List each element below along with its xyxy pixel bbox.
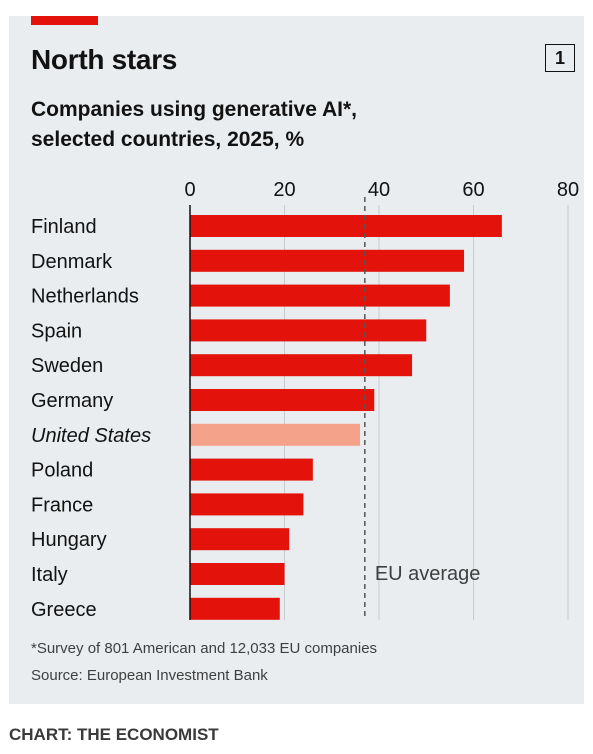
category-label: Germany	[31, 390, 113, 412]
category-label: Netherlands	[31, 286, 139, 308]
bar	[190, 528, 290, 551]
x-tick-label: 40	[368, 179, 390, 201]
category-label: France	[31, 494, 93, 516]
category-label: United States	[31, 425, 151, 447]
category-label: Finland	[31, 216, 97, 238]
chart-subtitle: Companies using generative AI*, selected…	[31, 98, 357, 151]
bar	[190, 493, 304, 516]
bar	[190, 319, 427, 342]
reference-line-label: EU average	[375, 563, 481, 585]
category-label: Hungary	[31, 529, 107, 551]
bar	[190, 284, 450, 307]
bar	[190, 215, 502, 237]
x-tick-label: 0	[184, 179, 195, 201]
category-label: Greece	[31, 599, 97, 621]
chart-title: North stars	[31, 44, 178, 75]
category-label: Sweden	[31, 355, 103, 377]
chart-number-badge: 1	[545, 44, 575, 72]
brand-red-tab	[31, 16, 98, 25]
category-label: Spain	[31, 320, 82, 342]
x-tick-label: 20	[273, 179, 295, 201]
chart-source: Source: European Investment Bank	[31, 667, 268, 684]
x-tick-label: 60	[462, 179, 484, 201]
bar	[190, 563, 285, 585]
x-tick-label: 80	[557, 179, 579, 201]
bar	[190, 249, 465, 272]
category-label: Poland	[31, 460, 93, 482]
bar	[190, 597, 280, 620]
chart-footnote: *Survey of 801 American and 12,033 EU co…	[31, 640, 378, 657]
bar	[190, 423, 361, 446]
chart-credit: CHART: THE ECONOMIST	[9, 725, 219, 744]
bar	[190, 389, 375, 411]
bar	[190, 458, 313, 481]
category-label: Denmark	[31, 251, 113, 273]
category-label: Italy	[31, 564, 68, 586]
bar	[190, 354, 413, 377]
